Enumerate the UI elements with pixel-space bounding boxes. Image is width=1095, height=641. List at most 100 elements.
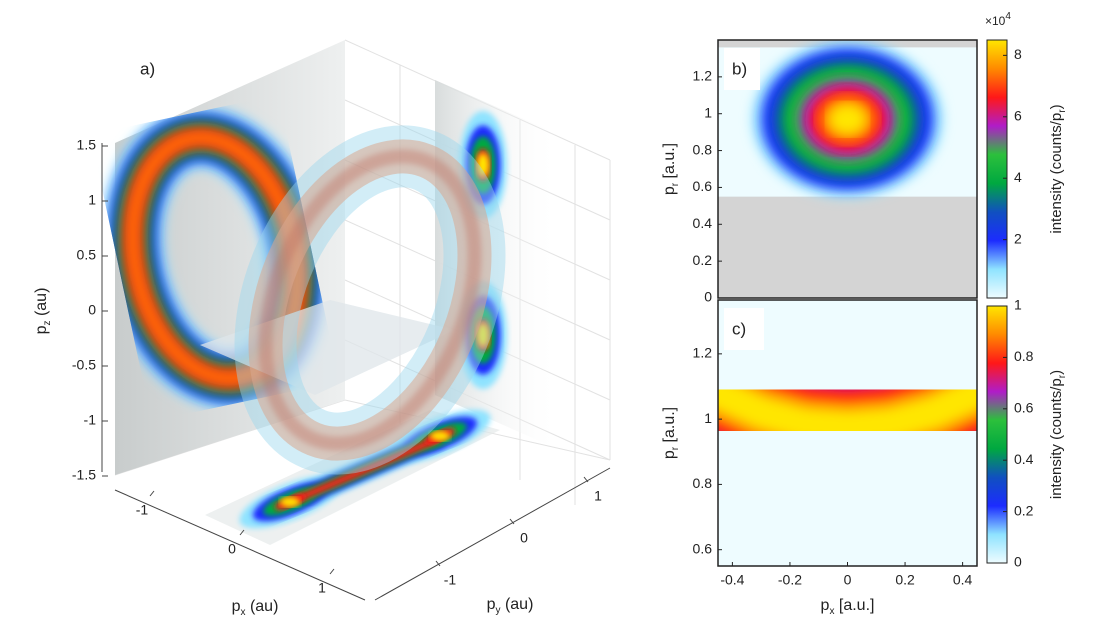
z-tick-label: -1 [84,412,97,428]
dumbbell-neck [293,434,442,504]
y-tick-label: 0.2 [693,252,713,268]
y-tick-label: 0 [520,530,528,546]
label-part: p [821,597,830,614]
colorbar-tick-label: 0.6 [1014,400,1034,416]
label-part: p [661,186,678,195]
panel-label-box [724,48,760,90]
label-part: p [33,325,50,334]
axis-label: pr [a.u.] [661,407,680,459]
colorbar [986,305,1008,564]
y-tick-label: 1 [704,104,712,120]
label-part: [a.u.] [834,597,874,614]
x-tick-label: 0 [228,541,236,557]
panel-label: b) [732,59,747,78]
x-tick [329,568,335,575]
subscript: x [241,607,246,618]
subscript: r [1057,374,1068,378]
y-axis-line [374,467,611,601]
floor-projection [239,409,491,529]
label-part: ) [1048,104,1065,109]
x-tick [239,529,245,536]
y-tick-label: 1.2 [693,68,713,84]
panel-a-scene [101,39,611,601]
colorbar-tick-label: 2 [1014,230,1022,246]
label-part: (au) [501,596,534,613]
colorbar-tick-label: 1 [1014,297,1022,313]
axis-label: px (au) [232,598,279,617]
subscript: r [670,446,681,450]
label-part: (au) [33,288,50,321]
subscript: r [670,182,681,186]
y-tick-label: 1 [594,488,602,504]
y-tick [583,476,589,483]
x-tick-label: -0.4 [720,572,744,588]
dumbbell-peak [430,431,450,441]
y-tick [509,518,515,525]
x-tick-label: 0 [844,572,852,588]
superscript: 4 [1005,11,1011,22]
colorbar-tick-label: 8 [1014,46,1022,62]
panel-label-box [724,308,764,350]
label-part: intensity (counts/p [1048,378,1065,499]
label-part: (au) [246,598,279,615]
y-tick-label: 0.8 [693,141,713,157]
plot-frame [717,39,978,299]
axis-label: px [a.u.] [821,597,875,616]
torus-inner [258,149,482,451]
z-tick-label: 0.5 [77,247,97,263]
dumbbell-peak [477,323,489,347]
y-tick-label: 0 [704,289,712,305]
y-tick [435,560,441,567]
label-part: ×10 [985,14,1006,28]
x-tick-label: 0.4 [953,572,973,588]
z-tick-label: -1.5 [72,467,96,483]
label-part: p [232,598,241,615]
subscript: r [1057,109,1068,113]
axis-label: pr [a.u.] [661,143,680,195]
y-tick-label: 0.6 [693,540,713,556]
colorbar-tick-label: 0.8 [1014,348,1034,364]
z-tick-label: 0 [88,302,96,318]
colorbar-tick-label: 0.4 [1014,451,1034,467]
z-tick-label: -0.5 [72,357,96,373]
x-tick-label: 0.2 [895,572,915,588]
z-tick-label: 1.5 [77,137,97,153]
y-tick-label: 0.6 [693,178,713,194]
y-tick-label: 1.2 [693,345,713,361]
colorbar-tick-label: 6 [1014,107,1022,123]
colorbar-tick-label: 4 [1014,169,1022,185]
torus [234,125,506,475]
y-tick-label: 0.4 [693,215,713,231]
panel-label: a) [140,59,155,78]
subscript: x [829,606,834,617]
heatmap-image [718,300,977,566]
x-tick [149,490,155,497]
colorbar-tick-label: 0.2 [1014,502,1034,518]
colorbar [986,39,1008,299]
z-tick-label: 1 [88,192,96,208]
x-axis-line [114,489,366,601]
label-part: p [487,596,496,613]
axis-label: ×104 [985,11,1011,29]
subscript: z [42,321,53,326]
x-tick-label: -1 [136,502,149,518]
panel-label: c) [732,319,746,338]
label-part: ) [1048,370,1065,375]
subscript: y [496,605,501,616]
label-part: [a.u.] [661,143,678,183]
axis-label: intensity (counts/pr) [1048,104,1068,233]
x-tick-label: 1 [318,580,326,596]
y-tick-label: 1 [704,410,712,426]
y-tick-label: -1 [444,572,457,588]
label-part: intensity (counts/p [1048,113,1065,234]
axis-label: intensity (counts/pr) [1048,370,1068,499]
dumbbell-peak [477,153,489,177]
y-tick-label: 0.8 [693,475,713,491]
ridge [718,374,977,445]
colorbar-tick-label: 0 [1014,554,1022,570]
heatmap-image [718,41,977,198]
peak [828,103,867,135]
axis-label: pz (au) [33,288,52,335]
